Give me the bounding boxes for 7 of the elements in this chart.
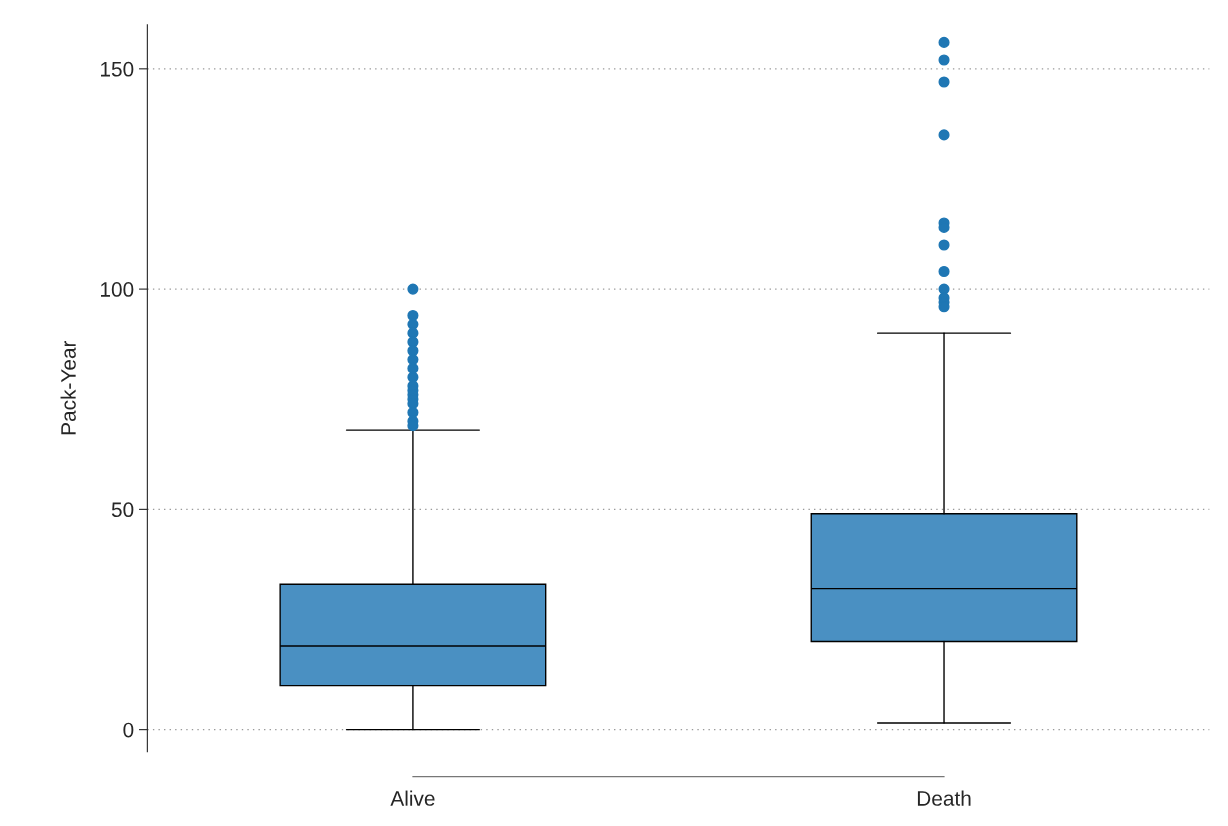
- x-tick-label: Death: [917, 790, 971, 806]
- x-tick-label: Alive: [390, 790, 435, 806]
- y-tick-label: 150: [101, 61, 134, 77]
- y-axis-title: Pack-Year: [60, 340, 76, 435]
- y-tick-label: 100: [101, 282, 134, 297]
- y-tick-label: 50: [111, 502, 134, 518]
- y-tick-label: 0: [123, 722, 134, 738]
